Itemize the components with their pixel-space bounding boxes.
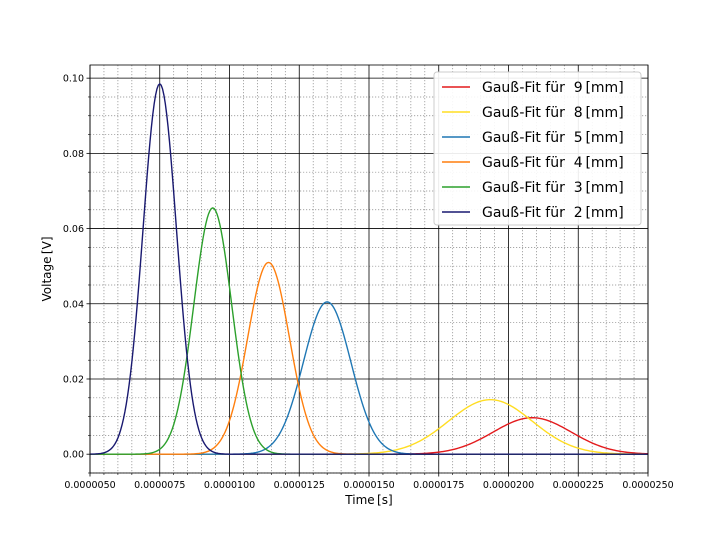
legend-box (433, 71, 642, 226)
x-tick-label: 0.0000100 (204, 480, 255, 491)
x-tick-label: 0.0000075 (134, 480, 185, 491)
y-tick-label: 0.06 (63, 224, 84, 235)
x-tick-label: 0.0000150 (343, 480, 394, 491)
legend-label: Gauß-Fit für 5 [mm] (482, 130, 624, 146)
x-tick-label: 0.0000200 (483, 480, 534, 491)
y-tick-label: 0.00 (63, 450, 84, 461)
y-tick-label: 0.02 (63, 374, 84, 385)
legend-label: Gauß-Fit für 8 [mm] (482, 105, 624, 121)
legend-label: Gauß-Fit für 4 [mm] (482, 155, 624, 171)
legend: Gauß-Fit für 9 [mm] Gauß-Fit für 8 [mm] Ga… (433, 71, 642, 226)
x-tick-label: 0.0000250 (622, 480, 673, 491)
y-tick-label: 0.04 (63, 299, 84, 310)
axis-ticks (86, 77, 649, 477)
x-tick-label: 0.0000225 (553, 480, 604, 491)
y-axis-label: Voltage [V] (40, 237, 54, 302)
y-tick-label: 0.10 (63, 74, 84, 85)
y-tick-label: 0.08 (63, 149, 84, 160)
x-axis-label: Time [s] (344, 493, 392, 507)
plot-lines (89, 82, 649, 455)
legend-label: Gauß-Fit für 2 [mm] (482, 205, 624, 221)
x-tick-label: 0.0000175 (413, 480, 464, 491)
legend-label: Gauß-Fit für 3 [mm] (482, 180, 624, 196)
series-line (89, 82, 648, 455)
x-tick-labels: 0.0000050 0.0000075 0.0000100 0.0000125 0.00… (64, 480, 673, 491)
x-tick-label: 0.0000125 (274, 480, 325, 491)
x-tick-label: 0.0000050 (64, 480, 115, 491)
y-tick-labels: 0.00 0.02 0.04 0.06 0.08 0.10 (63, 74, 84, 461)
legend-label: Gauß-Fit für 9 [mm] (482, 80, 624, 96)
